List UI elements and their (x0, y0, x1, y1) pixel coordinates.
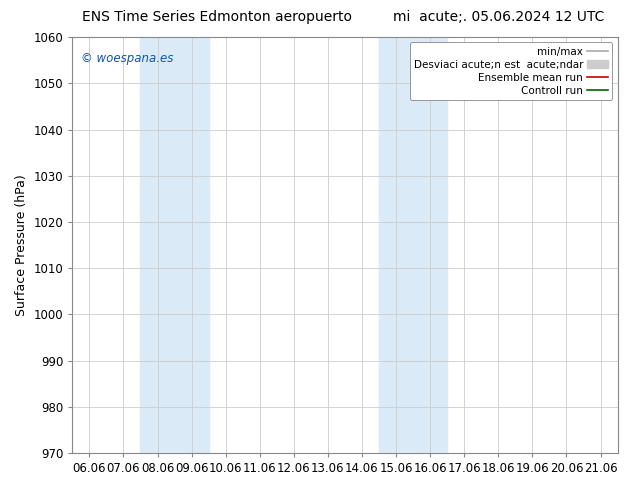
Text: © woespana.es: © woespana.es (81, 52, 173, 65)
Text: mi  acute;. 05.06.2024 12 UTC: mi acute;. 05.06.2024 12 UTC (393, 10, 604, 24)
Y-axis label: Surface Pressure (hPa): Surface Pressure (hPa) (15, 174, 28, 316)
Legend: min/max, Desviaci acute;n est  acute;ndar, Ensemble mean run, Controll run: min/max, Desviaci acute;n est acute;ndar… (410, 42, 612, 100)
Bar (379, 37, 447, 453)
Text: ENS Time Series Edmonton aeropuerto: ENS Time Series Edmonton aeropuerto (82, 10, 353, 24)
Bar (141, 37, 209, 453)
